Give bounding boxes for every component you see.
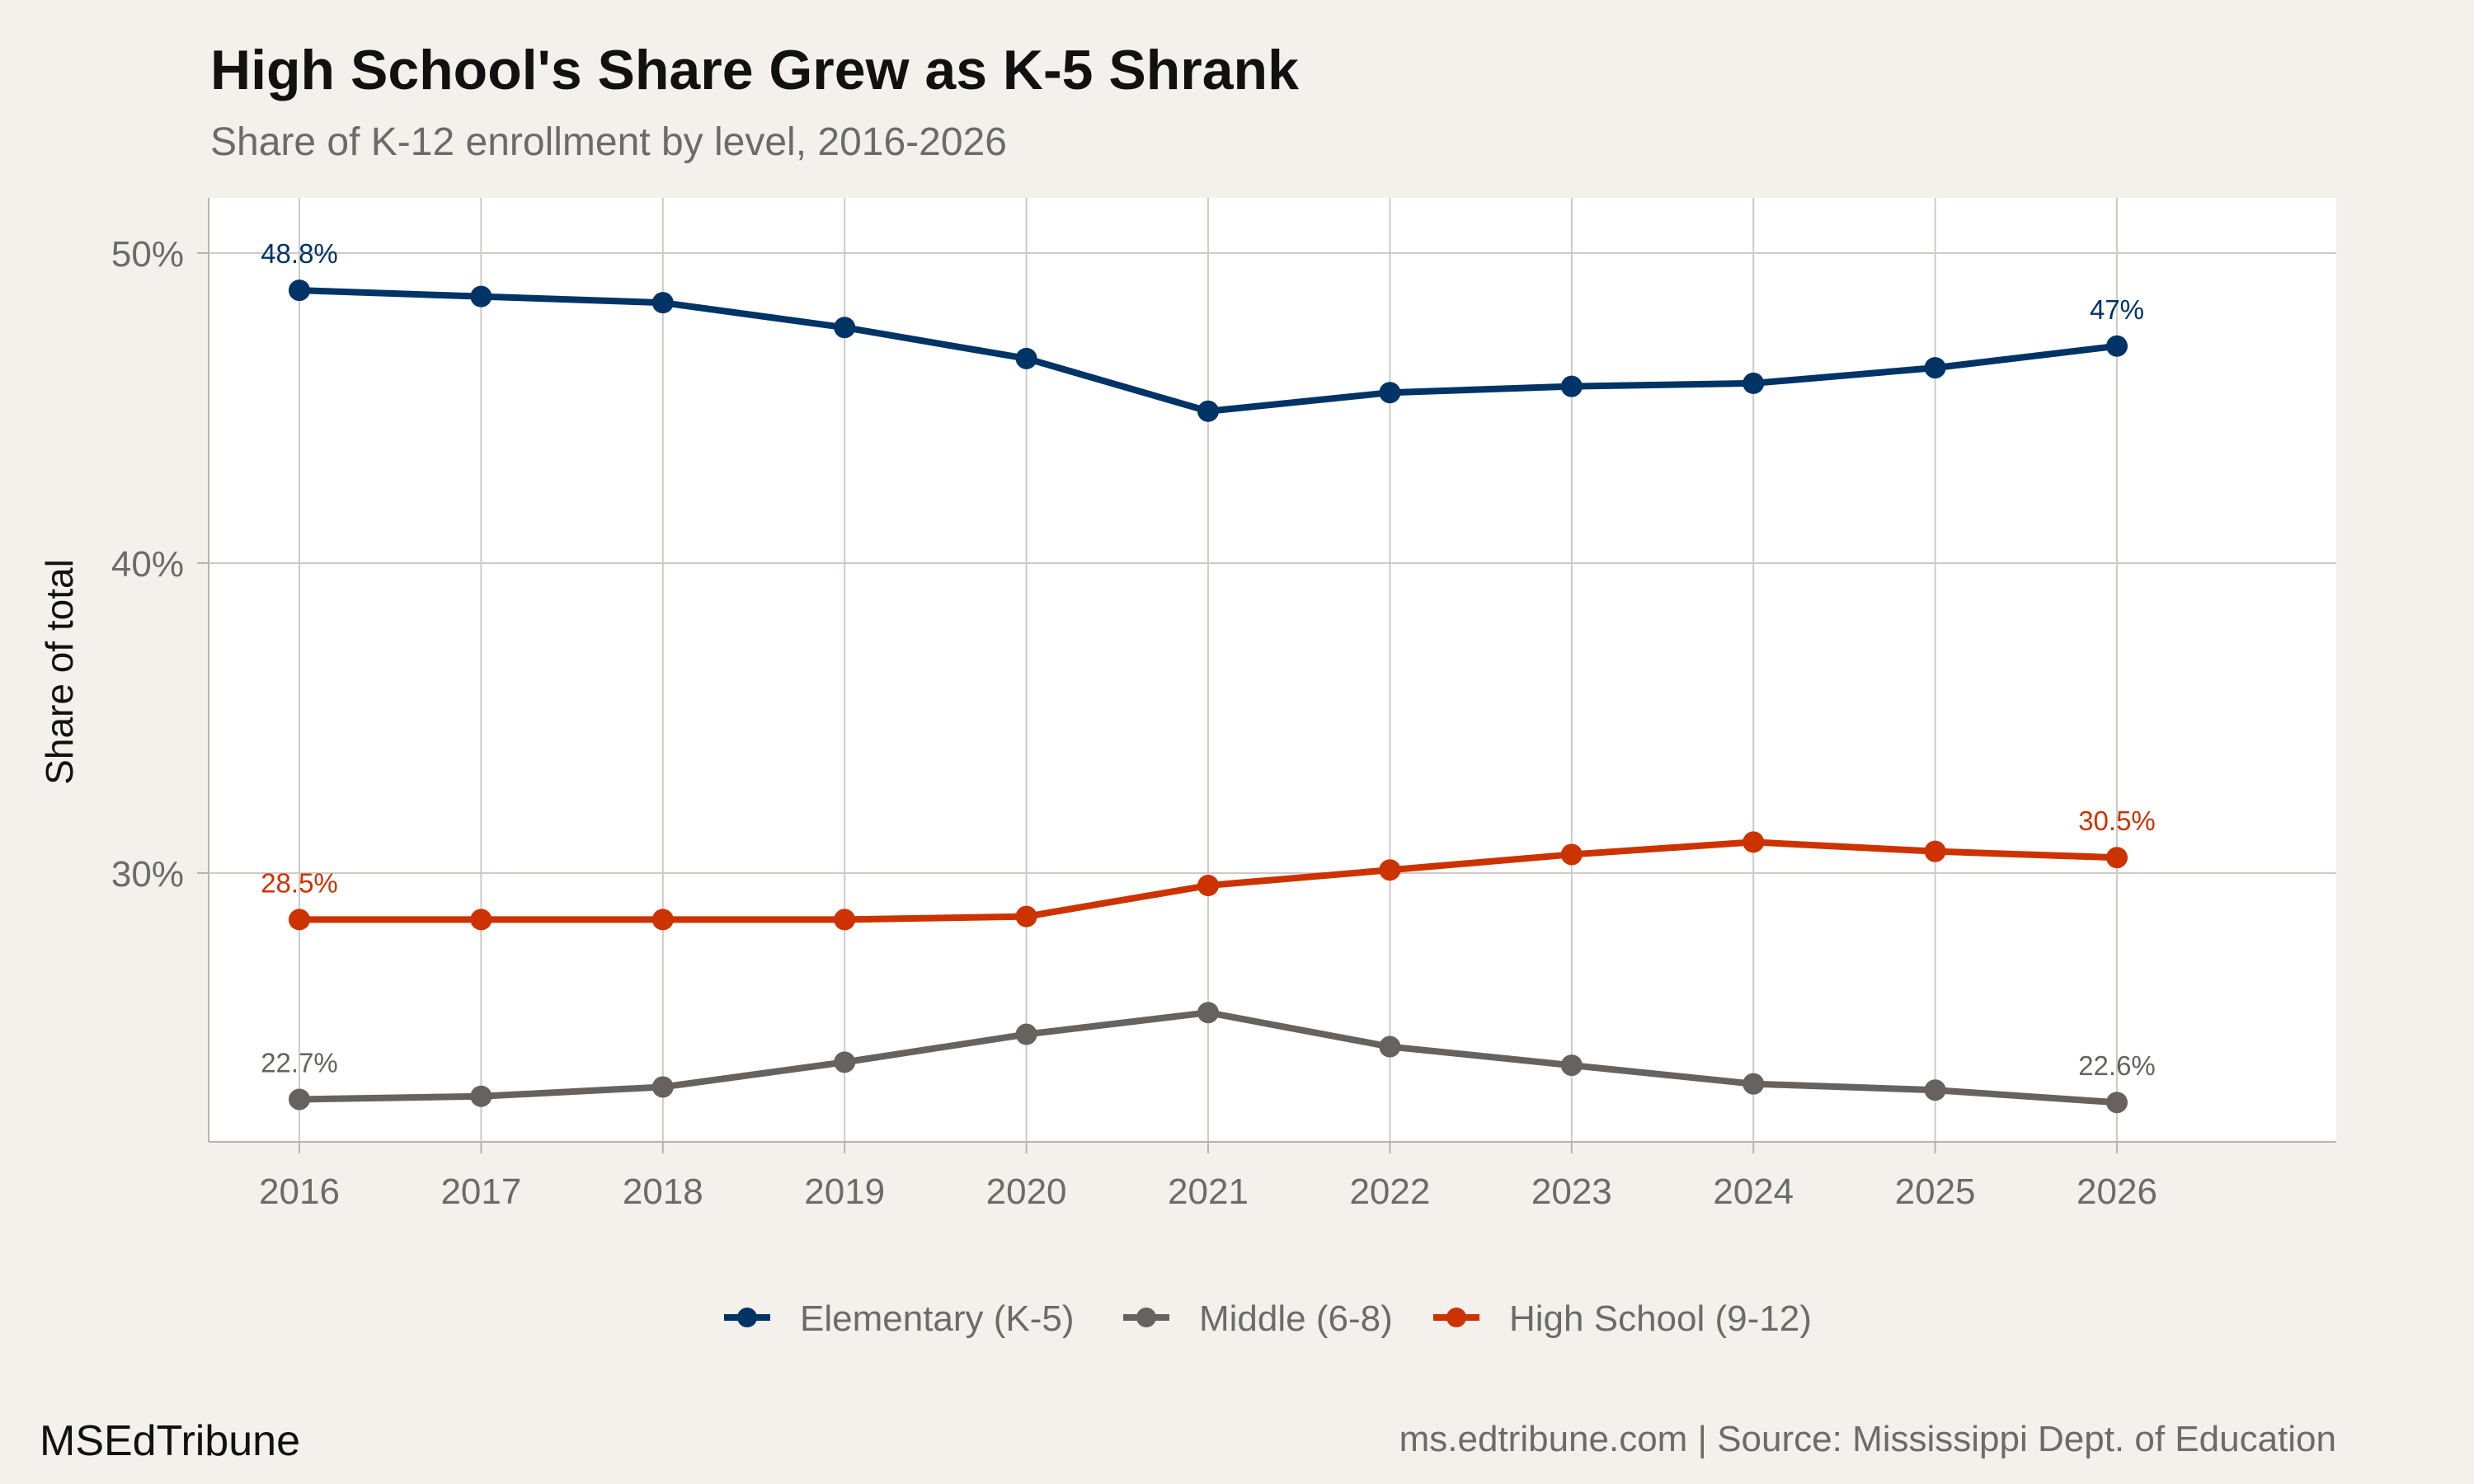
data-label-high-first: 28.5% — [261, 867, 338, 898]
data-point-middle — [470, 1085, 492, 1107]
data-point-elementary — [651, 292, 674, 314]
data-label-high-last: 30.5% — [2078, 805, 2156, 836]
legend-label-middle: Middle (6-8) — [1199, 1298, 1393, 1339]
legend-marker-elementary — [737, 1308, 757, 1327]
data-point-high — [2106, 847, 2128, 869]
data-point-middle — [1924, 1079, 1946, 1101]
y-axis-title: Share of total — [38, 559, 81, 785]
data-point-middle — [1379, 1036, 1401, 1058]
data-point-high — [1197, 875, 1219, 897]
data-point-middle — [1015, 1023, 1037, 1045]
series-lines — [289, 279, 2128, 1114]
legend-marker-high — [1446, 1308, 1466, 1327]
data-point-elementary — [1924, 357, 1946, 379]
data-point-high — [1924, 840, 1946, 862]
data-point-high — [1743, 831, 1765, 853]
data-point-high — [470, 909, 492, 931]
legend-marker-middle — [1136, 1308, 1156, 1327]
x-tick-label: 2024 — [1713, 1172, 1794, 1212]
data-point-elementary — [289, 279, 310, 302]
chart-subtitle: Share of K-12 enrollment by level, 2016-… — [210, 120, 1007, 164]
x-tick-label: 2025 — [1895, 1172, 1976, 1212]
x-tick-label: 2020 — [986, 1172, 1067, 1212]
y-tick-label: 40% — [111, 544, 184, 585]
data-point-high — [1560, 843, 1583, 866]
data-label-elementary-last: 47% — [2090, 294, 2144, 325]
x-tick-label: 2021 — [1168, 1172, 1249, 1212]
data-point-elementary — [1560, 375, 1583, 397]
x-tick-label: 2016 — [259, 1172, 340, 1212]
legend-label-elementary: Elementary (K-5) — [800, 1298, 1075, 1339]
legend: Elementary (K-5) Middle (6-8) High School … — [724, 1298, 1812, 1339]
footer-source: ms.edtribune.com | Source: Mississippi D… — [1399, 1419, 2336, 1459]
plot-panel — [209, 198, 2336, 1142]
footer-brand: MSEdTribune — [40, 1417, 300, 1465]
data-point-middle — [834, 1051, 856, 1073]
data-point-middle — [1560, 1054, 1583, 1077]
data-point-middle — [2106, 1092, 2128, 1114]
data-point-high — [651, 909, 674, 931]
data-label-middle-first: 22.7% — [261, 1047, 338, 1078]
legend-label-high: High School (9-12) — [1509, 1298, 1812, 1339]
data-point-elementary — [1015, 347, 1037, 369]
data-point-elementary — [1379, 382, 1401, 404]
x-tick-label: 2026 — [2077, 1172, 2157, 1212]
y-tick-label: 30% — [111, 854, 184, 895]
data-point-high — [834, 909, 856, 931]
data-point-elementary — [470, 285, 492, 308]
data-point-high — [1379, 859, 1401, 881]
data-point-middle — [289, 1088, 310, 1111]
data-label-middle-last: 22.6% — [2078, 1050, 2156, 1081]
x-tick-label: 2023 — [1531, 1172, 1612, 1212]
x-tick-label: 2017 — [440, 1172, 521, 1212]
data-point-middle — [651, 1076, 674, 1098]
data-point-elementary — [834, 317, 856, 339]
data-point-high — [289, 909, 310, 931]
data-point-middle — [1197, 1002, 1219, 1024]
data-point-high — [1015, 905, 1037, 928]
axes: 2016 2017 2018 2019 2020 2021 2022 2023 2024 2025… — [111, 198, 2336, 1212]
x-tick-label: 2018 — [623, 1172, 703, 1212]
y-tick-label: 50% — [111, 234, 184, 275]
data-label-elementary-first: 48.8% — [261, 238, 338, 269]
data-point-middle — [1743, 1073, 1765, 1095]
chart-title: High School's Share Grew as K-5 Shrank — [210, 39, 1299, 101]
data-point-elementary — [1197, 400, 1219, 422]
data-labels: 48.8% 47% 22.7% 22.6% 28.5% 30.5% — [261, 238, 2156, 1081]
data-point-elementary — [1743, 372, 1765, 394]
x-tick-label: 2019 — [804, 1172, 885, 1212]
x-tick-label: 2022 — [1349, 1172, 1430, 1212]
data-point-elementary — [2106, 335, 2128, 357]
